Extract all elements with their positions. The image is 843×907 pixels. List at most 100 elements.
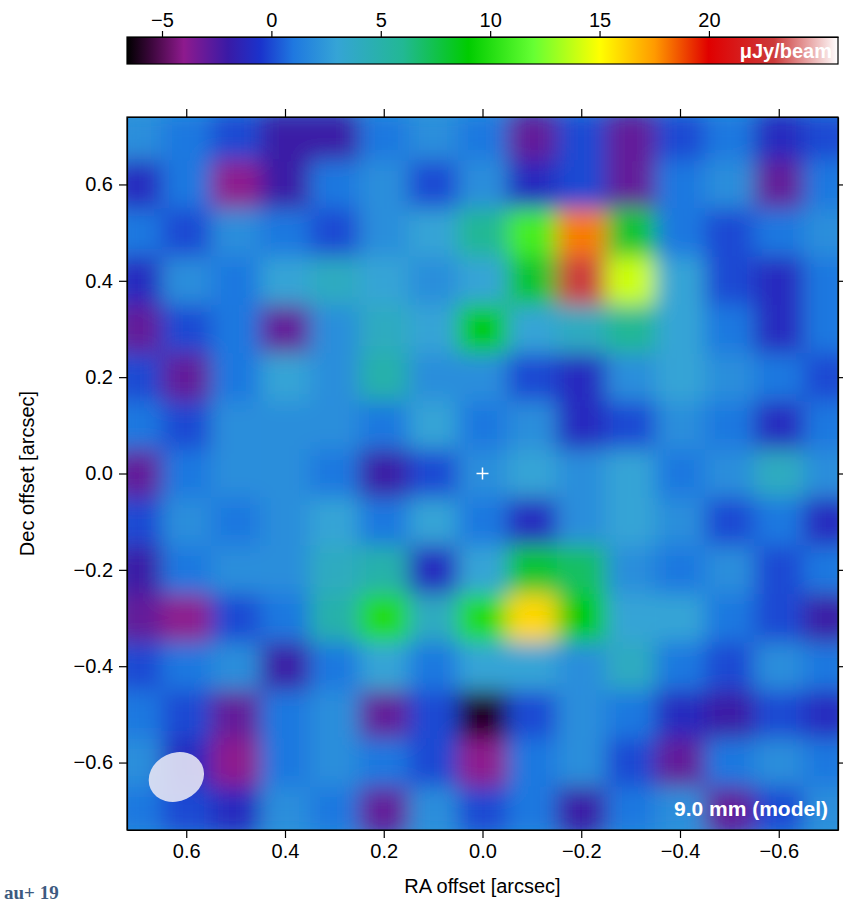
cell <box>211 353 261 402</box>
cell <box>754 690 804 739</box>
cell <box>408 449 458 498</box>
tick: 20 <box>698 9 720 37</box>
tick-mark <box>186 830 187 838</box>
cell <box>211 787 261 830</box>
cell <box>408 787 458 830</box>
cell <box>359 738 409 787</box>
cell <box>408 160 458 209</box>
cell <box>754 209 804 258</box>
cell <box>606 160 656 209</box>
cell <box>705 353 755 402</box>
cell <box>803 594 838 643</box>
cell <box>458 498 508 547</box>
cell <box>655 209 705 258</box>
cell <box>803 642 838 691</box>
cell <box>507 594 557 643</box>
cell <box>606 787 656 830</box>
cell <box>803 209 838 258</box>
cell <box>458 642 508 691</box>
cell <box>606 209 656 258</box>
cell <box>127 546 162 595</box>
cell <box>606 498 656 547</box>
cell <box>162 449 212 498</box>
tick: 0.4 <box>272 830 300 862</box>
cell <box>606 117 656 161</box>
cell <box>507 305 557 354</box>
cell <box>211 160 261 209</box>
cell <box>705 117 755 161</box>
tick-mark <box>186 109 187 117</box>
cell <box>359 209 409 258</box>
tick: 0.6 <box>85 173 127 195</box>
cell <box>557 305 607 354</box>
tick-mark <box>838 184 843 185</box>
cell <box>754 546 804 595</box>
cell <box>127 305 162 354</box>
cell <box>803 738 838 787</box>
tick-mark <box>381 31 382 37</box>
tick-label: 0.6 <box>85 173 113 195</box>
tick-mark <box>119 377 127 378</box>
tick <box>483 109 484 117</box>
cell <box>458 546 508 595</box>
cell <box>127 209 162 258</box>
tick-mark <box>581 830 582 838</box>
cell <box>606 353 656 402</box>
cell <box>310 642 360 691</box>
cell <box>408 305 458 354</box>
cell <box>803 257 838 306</box>
cell <box>803 160 838 209</box>
tick: −0.2 <box>562 830 601 862</box>
cell <box>458 305 508 354</box>
cell <box>408 738 458 787</box>
cell <box>162 594 212 643</box>
tick-label: 10 <box>480 9 502 31</box>
tick-mark <box>119 281 127 282</box>
cell <box>458 401 508 450</box>
cell <box>655 353 705 402</box>
tick: −0.6 <box>760 830 799 862</box>
cell <box>260 690 310 739</box>
cell <box>127 353 162 402</box>
cell <box>507 401 557 450</box>
cell <box>655 498 705 547</box>
cell <box>557 257 607 306</box>
tick: −0.4 <box>74 655 127 677</box>
cell <box>260 353 310 402</box>
cell <box>754 449 804 498</box>
cell <box>557 642 607 691</box>
cell <box>310 546 360 595</box>
cell <box>557 449 607 498</box>
cell <box>162 498 212 547</box>
tick: 5 <box>376 9 387 37</box>
cell <box>803 401 838 450</box>
cell <box>408 117 458 161</box>
tick-label: 0.0 <box>85 462 113 484</box>
cell <box>754 257 804 306</box>
tick <box>838 666 843 667</box>
tick: −5 <box>151 9 174 37</box>
tick <box>680 109 681 117</box>
cell <box>655 690 705 739</box>
cell <box>507 690 557 739</box>
cell <box>127 690 162 739</box>
cell <box>359 160 409 209</box>
cell <box>705 546 755 595</box>
tick-label: 0 <box>266 9 277 31</box>
tick-mark <box>119 184 127 185</box>
tick <box>838 184 843 185</box>
cell <box>803 305 838 354</box>
source-note: au+ 19 <box>4 882 59 903</box>
tick-mark <box>119 666 127 667</box>
tick-label: 0.0 <box>469 840 497 862</box>
cell <box>408 594 458 643</box>
cell <box>310 738 360 787</box>
tick <box>838 474 843 475</box>
tick-label: −5 <box>151 9 174 31</box>
axis <box>838 118 843 831</box>
cell <box>705 209 755 258</box>
cell <box>211 401 261 450</box>
cell <box>260 546 310 595</box>
tick-mark <box>490 31 491 37</box>
tick-mark <box>285 109 286 117</box>
